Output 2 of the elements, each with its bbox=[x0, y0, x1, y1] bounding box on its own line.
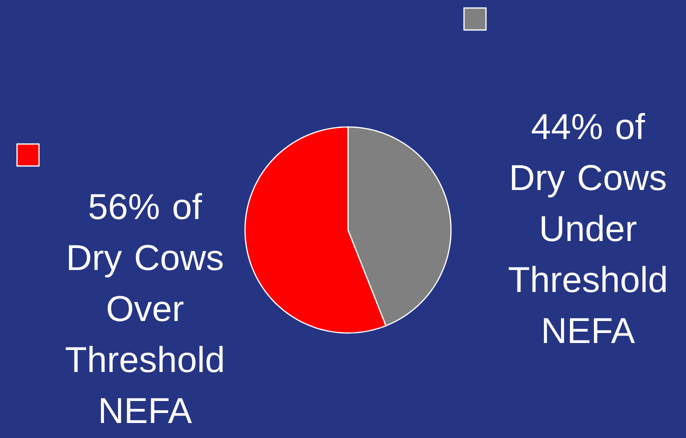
slice-label: 56% of Dry Cows Over Threshold NEFA bbox=[66, 192, 223, 424]
slice-label: 44% of Dry Cows Under Threshold NEFA bbox=[508, 112, 666, 344]
